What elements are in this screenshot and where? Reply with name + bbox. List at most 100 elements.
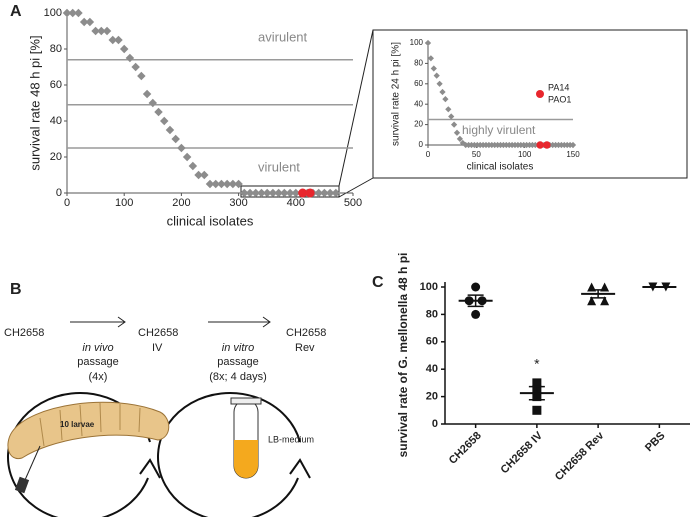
legend-marker <box>536 90 544 98</box>
y-tick-label: 20 <box>50 151 62 163</box>
data-point <box>74 8 83 18</box>
larvae-label: 10 larvae <box>60 420 95 429</box>
annotation: virulent <box>258 159 300 174</box>
data-point <box>108 35 118 45</box>
y-tick-label: 20 <box>414 120 423 129</box>
x-tick-label: 100 <box>115 197 133 209</box>
passage-detail: (8x; 4 days) <box>209 371 266 383</box>
data-point <box>125 53 135 63</box>
y-tick-label: 60 <box>50 79 62 91</box>
x-tick-label: 0 <box>426 150 431 159</box>
data-point <box>274 188 283 198</box>
tube <box>230 397 262 479</box>
data-point <box>205 179 215 189</box>
connector <box>338 29 374 187</box>
data-point <box>182 152 192 162</box>
y-axis-label: survival rate 24 h pi [%] <box>391 42 402 146</box>
x-tick-label: 200 <box>172 197 190 209</box>
x-tick-label: 400 <box>287 197 305 209</box>
larva <box>7 401 170 494</box>
y-tick-label: 60 <box>426 336 438 348</box>
passage-label: passage <box>217 356 259 368</box>
data-point <box>587 296 597 306</box>
data-point <box>222 179 232 189</box>
y-tick-label: 100 <box>410 38 424 47</box>
data-point <box>148 98 158 108</box>
data-point <box>171 134 180 144</box>
x-tick-label: 150 <box>566 150 580 159</box>
passage-label: passage <box>77 356 119 368</box>
data-point <box>154 107 163 117</box>
data-point <box>298 188 308 198</box>
data-point <box>291 188 301 198</box>
y-axis-label: survival rate of G. mellonella 48 h pi <box>396 253 410 458</box>
arrows <box>70 316 271 328</box>
data-point <box>245 188 255 198</box>
data-point <box>285 188 295 198</box>
data-point <box>119 44 129 54</box>
data-point <box>142 89 152 99</box>
x-tick-label: CH2658 <box>447 430 484 467</box>
data-point <box>471 309 481 319</box>
data-point <box>456 135 464 142</box>
x-axis-label: clinical isolates <box>467 162 534 173</box>
data-point <box>228 179 238 189</box>
data-point <box>600 296 610 306</box>
x-axis-label: clinical isolates <box>167 213 254 228</box>
panel-label: A <box>10 3 22 20</box>
y-tick-label: 80 <box>414 59 423 68</box>
data-point <box>251 188 261 198</box>
passage-mode: in vivo <box>82 342 113 354</box>
y-tick-label: 40 <box>426 363 438 375</box>
data-point <box>85 17 95 27</box>
data-point <box>137 71 146 81</box>
annotation: avirulent <box>258 29 308 44</box>
data-point <box>532 378 542 388</box>
x-tick-label: 0 <box>64 197 70 209</box>
data-point <box>320 188 329 198</box>
y-tick-label: 0 <box>56 187 62 199</box>
step: IV <box>152 342 163 354</box>
y-tick-label: 40 <box>50 115 62 127</box>
x-tick-label: CH2658 Rev <box>553 429 607 483</box>
y-tick-label: 60 <box>414 79 423 88</box>
y-tick-label: 20 <box>426 391 438 403</box>
step: CH2658 <box>4 327 44 339</box>
data-point <box>188 161 198 171</box>
data-point <box>257 188 266 198</box>
passage-detail: (4x) <box>89 371 108 383</box>
legend-label: PAO1 <box>548 94 571 104</box>
data-point <box>159 116 169 126</box>
panel-label: B <box>10 281 22 298</box>
data-point <box>331 188 341 198</box>
data-point <box>234 179 243 189</box>
y-tick-label: 0 <box>432 418 438 430</box>
x-tick-label: 300 <box>229 197 247 209</box>
data-point <box>211 179 220 189</box>
data-point <box>262 188 272 198</box>
panel-label: C <box>372 274 384 291</box>
data-point <box>543 141 551 149</box>
y-axis-label: survival rate 48 h pi [%] <box>27 35 42 170</box>
data-point <box>102 26 112 36</box>
data-point <box>200 170 209 180</box>
x-tick-label: 50 <box>472 150 481 159</box>
x-tick-label: PBS <box>643 430 667 454</box>
step: Rev <box>295 342 315 354</box>
x-tick-label: 100 <box>518 150 532 159</box>
x-tick-label: 500 <box>344 197 362 209</box>
y-tick-label: 40 <box>414 99 423 108</box>
data-point <box>305 188 315 198</box>
medium-label: LB-medium <box>268 434 314 444</box>
step: CH2658 <box>286 327 326 339</box>
data-point <box>165 125 175 135</box>
annotation: highly virulent <box>462 123 536 137</box>
data-point <box>280 188 289 198</box>
data-point <box>536 141 544 149</box>
y-tick-label: 100 <box>44 7 62 19</box>
passage-mode: in vitro <box>222 342 254 354</box>
data-point <box>325 188 335 198</box>
data-point <box>532 405 542 415</box>
y-tick-label: 80 <box>50 43 62 55</box>
